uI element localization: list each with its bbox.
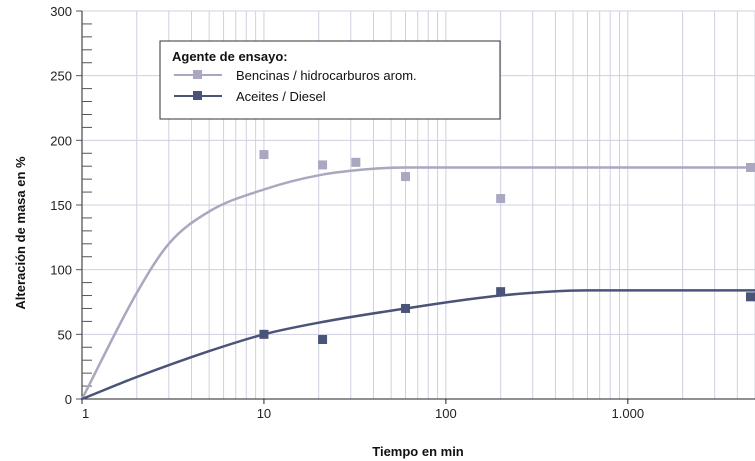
legend-title: Agente de ensayo: <box>172 49 288 64</box>
y-axis-label: Alteración de masa en % <box>13 156 28 310</box>
series-2-point <box>318 335 328 345</box>
series-2-curve <box>80 289 755 401</box>
y-tick-label: 200 <box>50 133 72 148</box>
y-tick-label: 250 <box>50 69 72 84</box>
legend-label-series-2: Aceites / Diesel <box>236 89 326 104</box>
legend-marker-series-2 <box>193 91 202 100</box>
series-2-point <box>746 292 755 302</box>
legend: Agente de ensayo: Bencinas / hidrocarbur… <box>159 40 501 120</box>
x-tick-label: 100 <box>435 406 457 421</box>
x-tick-label: 1 <box>82 406 89 421</box>
legend-box <box>159 40 501 120</box>
series-curves <box>80 166 755 401</box>
legend-label-series-1: Bencinas / hidrocarburos arom. <box>236 68 417 83</box>
series-1-curve <box>80 166 755 401</box>
series-1-point <box>746 162 755 172</box>
series-2-point <box>401 303 411 313</box>
series-1-point <box>259 150 269 160</box>
series-1-point <box>351 157 361 167</box>
series-2-point <box>259 329 269 339</box>
series-1-point <box>318 160 328 170</box>
y-tick-label: 100 <box>50 263 72 278</box>
x-axis-label: Tiempo en min <box>372 444 464 459</box>
series-1-point <box>401 172 411 182</box>
y-tick-label: 150 <box>50 198 72 213</box>
tick-labels: 0 50 100 150 200 250 300 1 10 100 1.000 <box>50 4 644 421</box>
y-tick-label: 50 <box>58 327 72 342</box>
x-tick-label: 10 <box>257 406 271 421</box>
y-tick-label: 300 <box>50 4 72 19</box>
y-tick-label: 0 <box>65 392 72 407</box>
series-1-point <box>496 194 506 204</box>
legend-marker-series-1 <box>193 70 202 79</box>
x-tick-label: 1.000 <box>612 406 645 421</box>
series-points <box>259 150 755 345</box>
series-2-point <box>496 287 506 297</box>
